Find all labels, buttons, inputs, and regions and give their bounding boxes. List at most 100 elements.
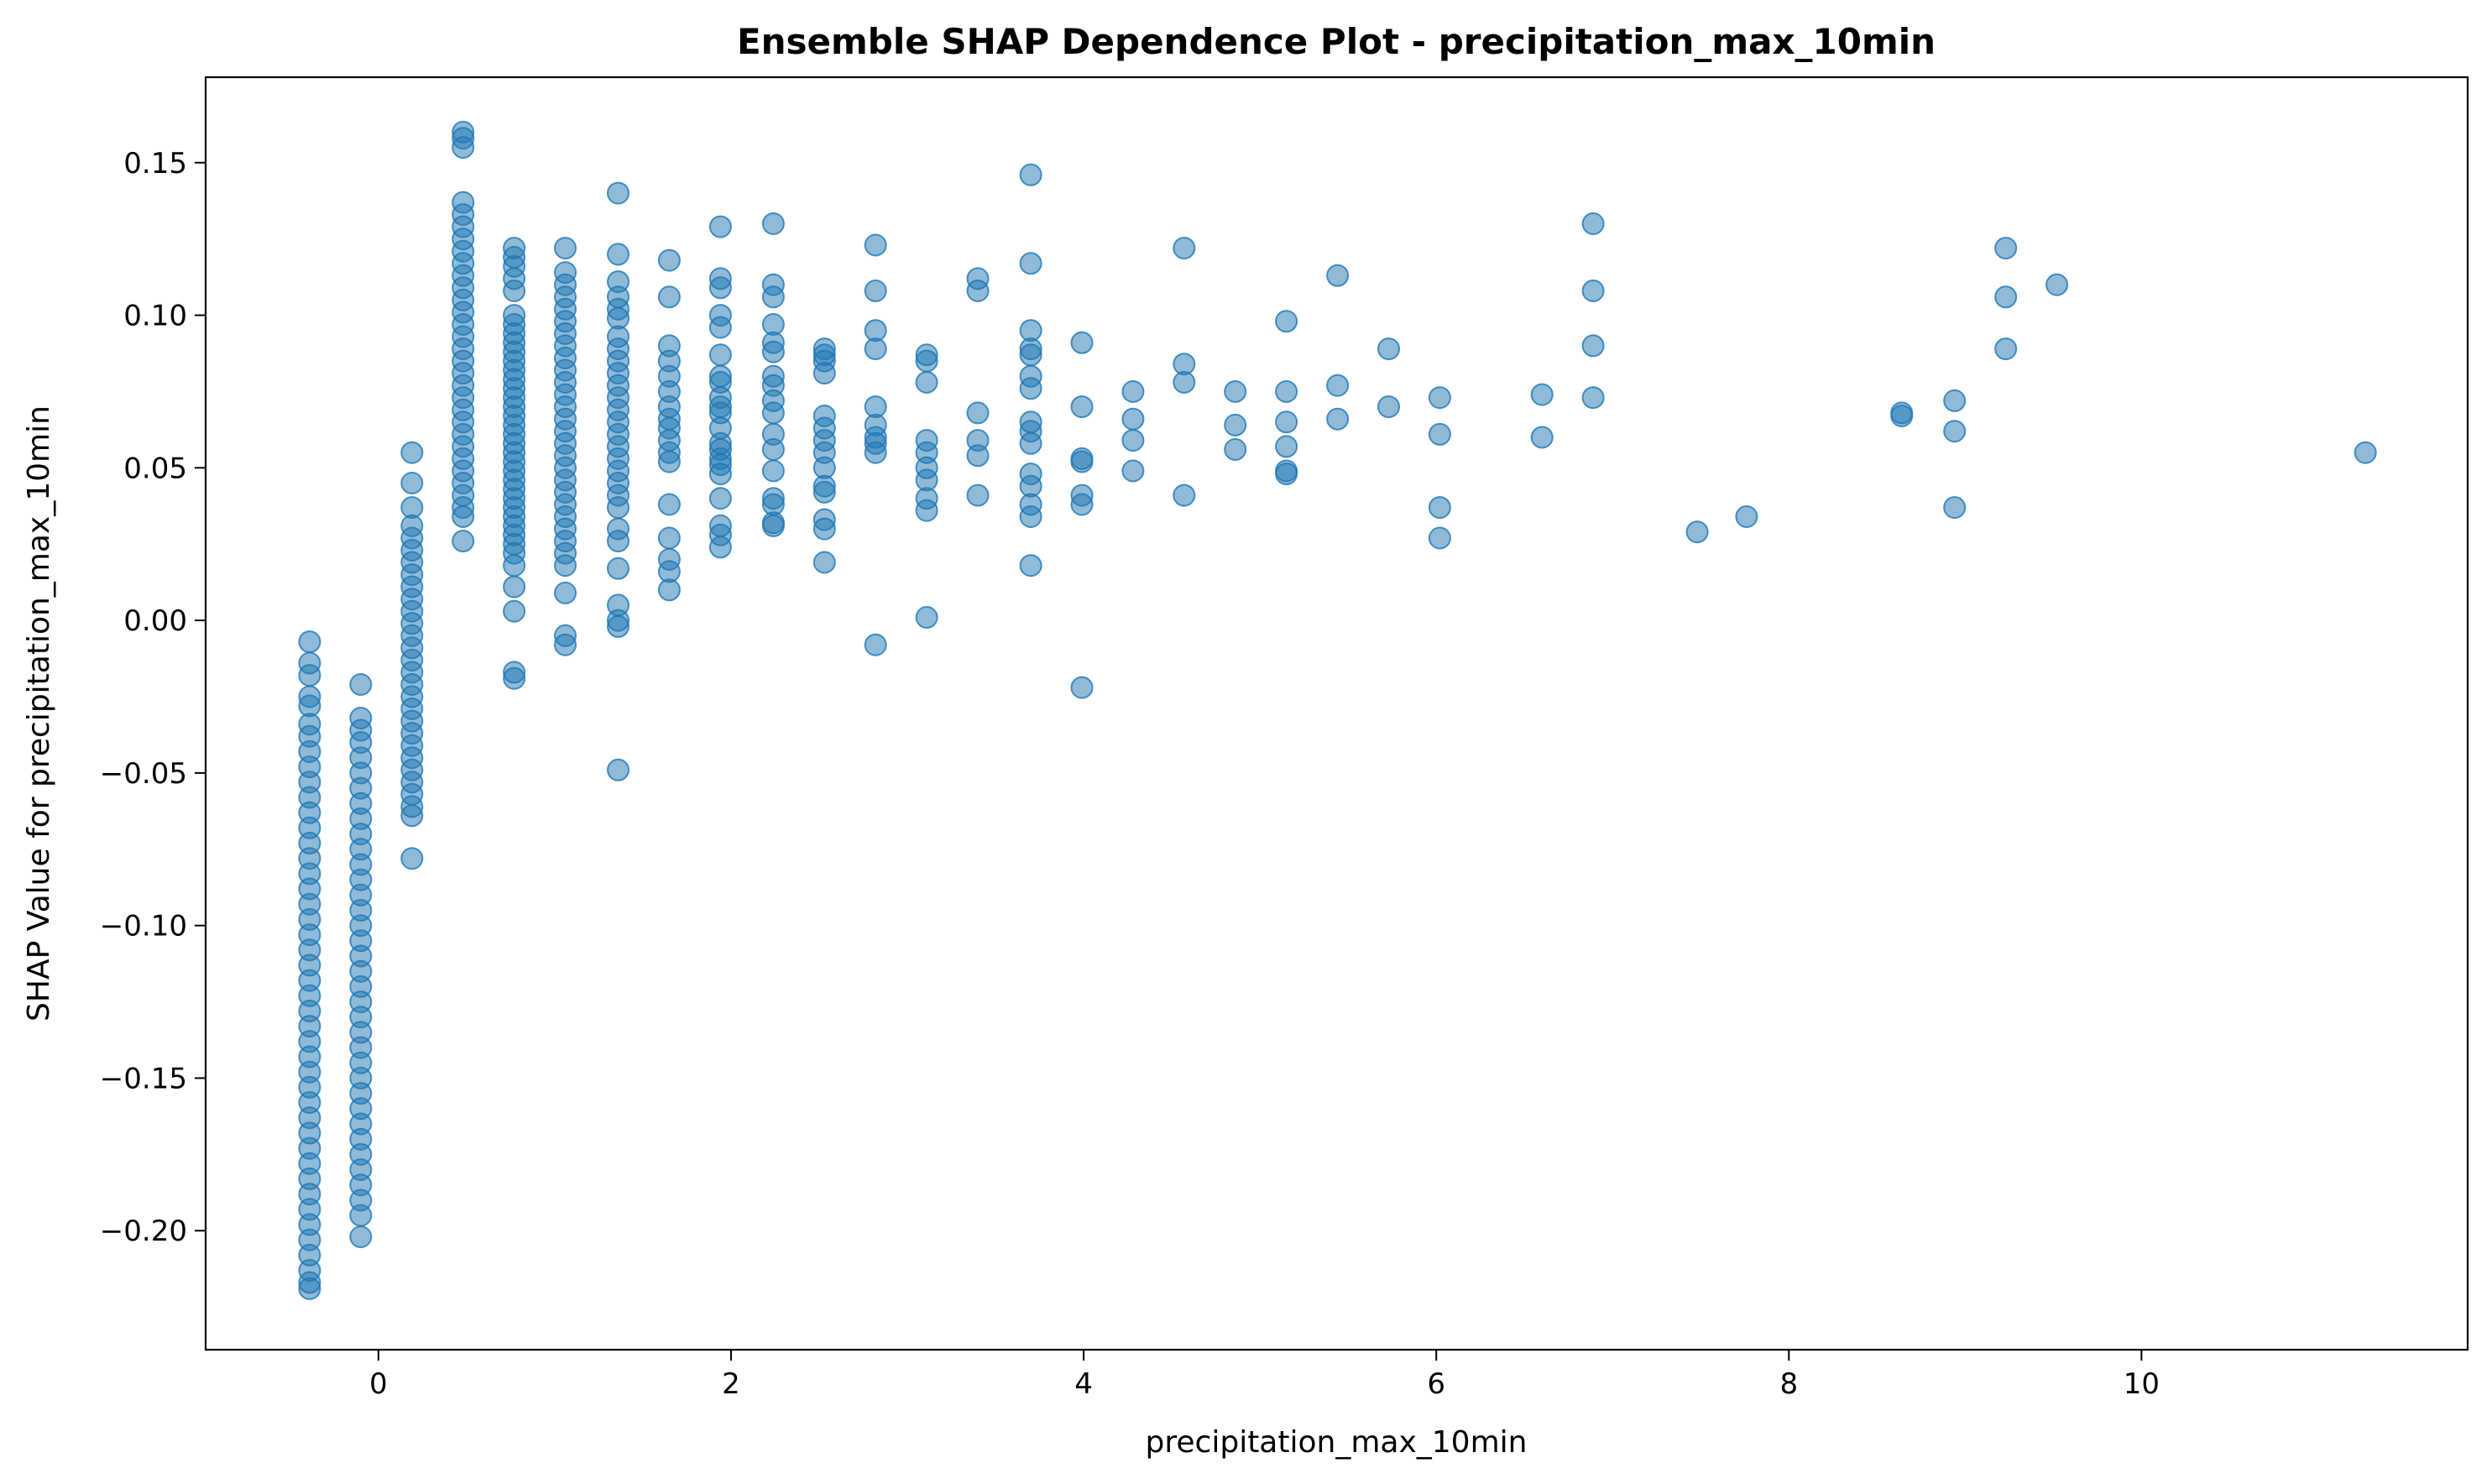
data-point: [607, 556, 630, 580]
data-point: [1019, 163, 1042, 186]
data-point: [1019, 431, 1042, 455]
data-point: [1581, 386, 1605, 410]
data-point: [503, 599, 526, 623]
data-point: [966, 401, 990, 425]
data-point: [1275, 462, 1298, 486]
data-point: [812, 551, 836, 574]
data-point: [1581, 212, 1605, 235]
data-point: [1377, 395, 1400, 419]
data-point: [1070, 493, 1094, 516]
data-point: [966, 483, 990, 507]
data-point: [1224, 380, 1247, 403]
data-point: [298, 664, 321, 687]
data-point: [1121, 407, 1145, 431]
data-point: [1070, 676, 1094, 699]
data-point: [915, 371, 938, 394]
data-point: [1581, 334, 1605, 358]
data-point: [657, 526, 681, 550]
y-tick-label: −0.20: [100, 1215, 187, 1248]
chart-title: Ensemble SHAP Dependence Plot - precipit…: [737, 21, 1936, 62]
data-point: [1685, 520, 1709, 544]
data-point: [1890, 401, 1914, 425]
data-point: [915, 499, 938, 522]
y-tick-label: −0.10: [100, 910, 187, 943]
data-point: [2354, 441, 2377, 464]
data-point: [1581, 280, 1605, 302]
data-point: [1070, 395, 1094, 419]
data-point: [1994, 337, 2018, 361]
data-point: [452, 530, 475, 553]
y-tick-label: 0.10: [123, 300, 187, 333]
data-point: [1326, 374, 1350, 397]
data-point: [1173, 483, 1196, 507]
data-point: [1275, 380, 1298, 403]
data-point: [1019, 343, 1042, 367]
data-point: [607, 530, 630, 553]
data-point: [657, 493, 681, 516]
data-point: [349, 673, 373, 696]
data-point: [1173, 371, 1196, 394]
data-point: [1070, 450, 1094, 473]
data-point: [1224, 413, 1247, 436]
data-point: [1224, 438, 1247, 461]
data-point: [1121, 459, 1145, 483]
data-point: [503, 575, 526, 598]
data-point: [708, 462, 732, 486]
data-point: [503, 280, 526, 302]
data-point: [761, 212, 785, 235]
data-point: [554, 554, 577, 577]
data-point: [812, 362, 836, 385]
data-point: [1530, 383, 1554, 406]
data-point: [1070, 331, 1094, 354]
y-axis-label: SHAP Value for precipitation_max_10min: [22, 405, 56, 1022]
data-point: [1275, 435, 1298, 458]
data-point: [1735, 505, 1758, 528]
data-point: [657, 578, 681, 602]
data-point: [812, 480, 836, 504]
data-point: [1943, 496, 1967, 520]
data-point: [1943, 420, 1967, 443]
data-point: [554, 581, 577, 604]
data-point: [1019, 554, 1042, 577]
data-point: [607, 758, 630, 781]
x-tick-label: 0: [369, 1367, 388, 1401]
data-point: [298, 630, 321, 654]
data-point: [1326, 407, 1350, 431]
data-point: [503, 554, 526, 577]
x-axis: 0 2 4 6 8 10: [369, 1350, 2160, 1401]
data-point: [1019, 505, 1042, 528]
data-point: [1121, 380, 1145, 403]
data-point: [761, 514, 785, 537]
data-point: [1530, 426, 1554, 449]
x-tick-label: 4: [1074, 1367, 1093, 1401]
data-point: [400, 472, 424, 494]
data-point: [1994, 285, 2018, 309]
y-axis: −0.20 −0.15 −0.10 −0.05 0.00 0.05 0.10 0.15: [100, 147, 206, 1248]
data-point: [761, 438, 785, 461]
data-point: [657, 450, 681, 473]
data-point: [400, 847, 424, 870]
data-point: [915, 606, 938, 629]
data-point: [607, 243, 630, 266]
data-point: [708, 215, 732, 238]
data-point: [1326, 264, 1350, 287]
data-point: [864, 633, 887, 656]
data-points: [298, 120, 2377, 1300]
x-tick-label: 8: [1779, 1367, 1798, 1401]
data-point: [1377, 337, 1400, 361]
data-point: [864, 233, 887, 257]
y-tick-label: −0.05: [100, 757, 187, 791]
data-point: [554, 633, 577, 656]
data-point: [1943, 389, 1967, 412]
data-point: [1275, 410, 1298, 434]
data-point: [1275, 310, 1298, 333]
data-point: [2045, 273, 2069, 296]
data-point: [554, 237, 577, 260]
y-tick-label: 0.00: [123, 604, 187, 638]
data-point: [1428, 496, 1451, 520]
x-tick-label: 10: [2124, 1367, 2160, 1401]
data-point: [1173, 237, 1196, 260]
data-point: [864, 441, 887, 464]
